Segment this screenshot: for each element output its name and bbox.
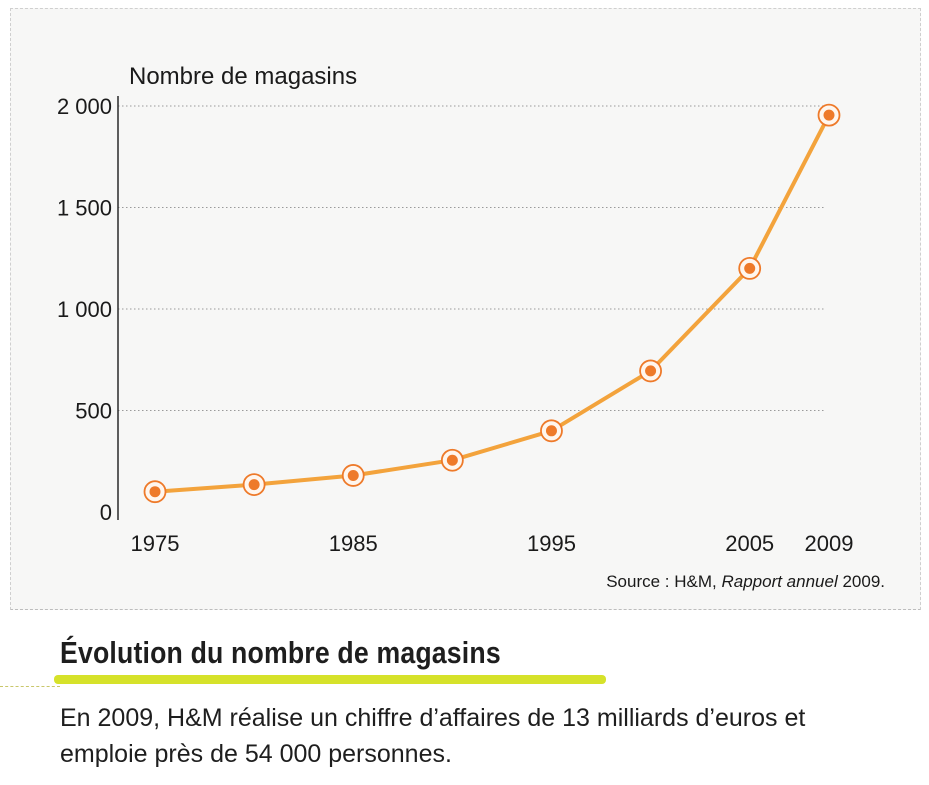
x-tick-label: 1985 (329, 531, 378, 556)
data-point-1980 (242, 473, 266, 496)
y-tick-label: 2 000 (57, 94, 112, 119)
series-line (153, 113, 831, 494)
data-point-1990 (440, 448, 464, 472)
x-tick-label: 1975 (131, 531, 180, 556)
y-tick-label: 1 500 (57, 196, 112, 221)
y-tick-label: 1 000 (57, 297, 112, 322)
y-axis-title: Nombre de magasins (129, 63, 357, 90)
data-point-2000 (639, 359, 662, 383)
caption-highlight (54, 675, 606, 684)
data-point-2005 (738, 256, 762, 280)
source-prefix: Source : H&M, (606, 572, 721, 591)
x-tick-label: 1995 (527, 531, 576, 556)
gridlines (118, 105, 825, 411)
y-tick-labels: 0 500 1 000 1 500 2 000 (57, 94, 112, 525)
caption-text: En 2009, H&M réalise un chiffre d’affair… (60, 704, 806, 768)
y-tick-label: 0 (100, 500, 112, 525)
data-point-2009 (817, 103, 841, 127)
data-point-1995 (540, 419, 563, 443)
source-suffix: 2009. (838, 572, 885, 591)
data-point-1985 (341, 464, 365, 487)
x-tick-label: 2009 (805, 531, 854, 556)
data-point-1975 (143, 480, 167, 504)
data-points (143, 103, 841, 504)
y-tick-label: 500 (75, 399, 112, 424)
line-chart: Nombre de magasins 0 500 1 000 1 500 2 000 1… (57, 63, 885, 591)
x-tick-labels: 1975 1985 1995 2005 2009 (131, 531, 854, 556)
caption-title: Évolution du nombre de magasins (60, 635, 501, 670)
x-tick-label: 2005 (725, 531, 774, 556)
source-italic: Rapport annuel (721, 572, 838, 591)
decorative-dotted-line (0, 686, 60, 687)
chart-panel (10, 8, 921, 610)
source-note: Source : H&M, Rapport annuel 2009. (606, 572, 885, 591)
